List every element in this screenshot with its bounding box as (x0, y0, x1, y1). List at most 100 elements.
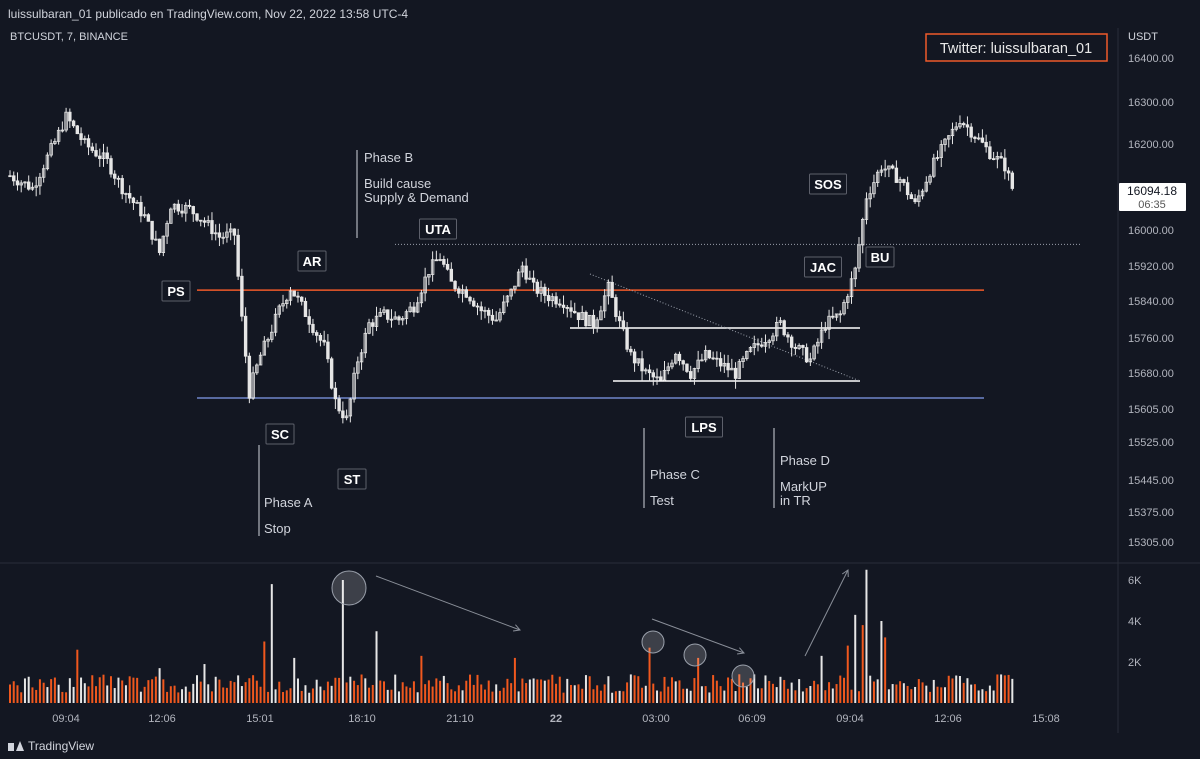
chart-area[interactable]: BTCUSDT, 7, BINANCE USDT Twitter: luissu… (0, 28, 1200, 733)
candle-body (890, 165, 895, 169)
candle-body (288, 290, 293, 301)
candle (281, 294, 285, 312)
volume-bar (577, 684, 580, 703)
volume-bar (31, 687, 34, 703)
volume-bar (274, 689, 277, 703)
candle-body (258, 354, 263, 366)
volume-bar (517, 691, 520, 703)
volume-bar (513, 657, 516, 703)
volume-bar (446, 683, 449, 703)
candle (853, 266, 857, 288)
candle (808, 352, 813, 367)
volume-bar (461, 690, 464, 703)
candle-body (688, 371, 693, 379)
volume-bar (442, 675, 445, 703)
volume-bar (289, 688, 292, 703)
candle (397, 315, 401, 325)
time-tick: 22 (550, 713, 562, 725)
badge-text: PS (167, 284, 185, 299)
candle (479, 301, 483, 320)
candle (561, 295, 566, 314)
candle (326, 334, 330, 363)
candle (726, 354, 730, 378)
volume-bar (304, 685, 307, 703)
candle-body (509, 288, 513, 297)
candle (464, 286, 468, 299)
candle-body (38, 176, 42, 187)
volume-bar (985, 691, 988, 703)
candle-body (142, 214, 147, 217)
volume-highlight-circle (683, 643, 707, 667)
candle-body (700, 359, 704, 362)
publish-header: luissulbaran_01 publicado en TradingView… (0, 0, 1200, 28)
candle-body (853, 267, 857, 280)
volume-bar (570, 684, 572, 703)
candle (595, 317, 599, 333)
volume-bar (498, 690, 501, 703)
candle-body (228, 228, 233, 233)
badge-lps: LPS (685, 416, 723, 438)
candlestick-chart[interactable]: BTCUSDT, 7, BINANCE USDT Twitter: luissu… (0, 28, 1200, 733)
volume-bar (798, 679, 801, 703)
volume-bar (102, 674, 105, 703)
candle (920, 188, 925, 200)
volume-bar (379, 680, 382, 703)
candle (569, 300, 573, 318)
volume-bar (857, 691, 860, 703)
candle (950, 122, 955, 145)
candle (34, 176, 38, 197)
candle-body (139, 201, 143, 217)
phase-text: Supply & Demand (364, 190, 469, 205)
candle (172, 203, 177, 213)
volume-bar (734, 691, 737, 703)
badge-text: SC (271, 427, 290, 442)
volume-bar (252, 675, 255, 703)
candle (217, 223, 222, 247)
candle-body (307, 316, 311, 325)
volume-bar (790, 682, 793, 703)
candle (621, 311, 626, 332)
volume-bar (139, 691, 142, 703)
candle-body (730, 367, 734, 371)
candle (228, 223, 233, 241)
candle (251, 366, 255, 400)
volume-bar (218, 679, 221, 703)
candle (442, 255, 446, 268)
volume-bar (727, 677, 730, 703)
candle-body (569, 307, 573, 312)
volume-bar (480, 684, 483, 703)
candle-body (804, 347, 809, 363)
volume-bar (528, 679, 531, 703)
candle-body (221, 236, 225, 239)
volume-bar (409, 687, 412, 703)
volume-bar (259, 686, 262, 703)
volume-bar (53, 677, 56, 703)
candle-body (266, 338, 270, 342)
time-tick: 15:01 (246, 713, 274, 725)
candle-body (1010, 172, 1015, 189)
volume-bar (742, 682, 745, 703)
candle (26, 175, 31, 191)
candle-body (666, 366, 670, 371)
volume-bar (375, 631, 378, 703)
volume-bar (973, 684, 976, 703)
candle (142, 206, 147, 218)
volume-bar (813, 680, 816, 703)
volume-trend-arrow (651, 618, 745, 654)
candle (887, 165, 891, 178)
volume-bar (450, 689, 453, 703)
candle-body (528, 277, 532, 280)
volume-bar (592, 689, 595, 703)
candle-body (400, 318, 405, 321)
candle (318, 333, 323, 347)
candle (389, 309, 394, 328)
volume-bar (693, 678, 696, 703)
candle (801, 344, 805, 356)
candle (516, 268, 521, 287)
candle (161, 235, 166, 257)
candle (827, 309, 831, 340)
badge-uta: UTA (419, 218, 457, 240)
badge-box (297, 250, 327, 272)
volume-bar (932, 679, 935, 703)
candle (513, 285, 517, 294)
